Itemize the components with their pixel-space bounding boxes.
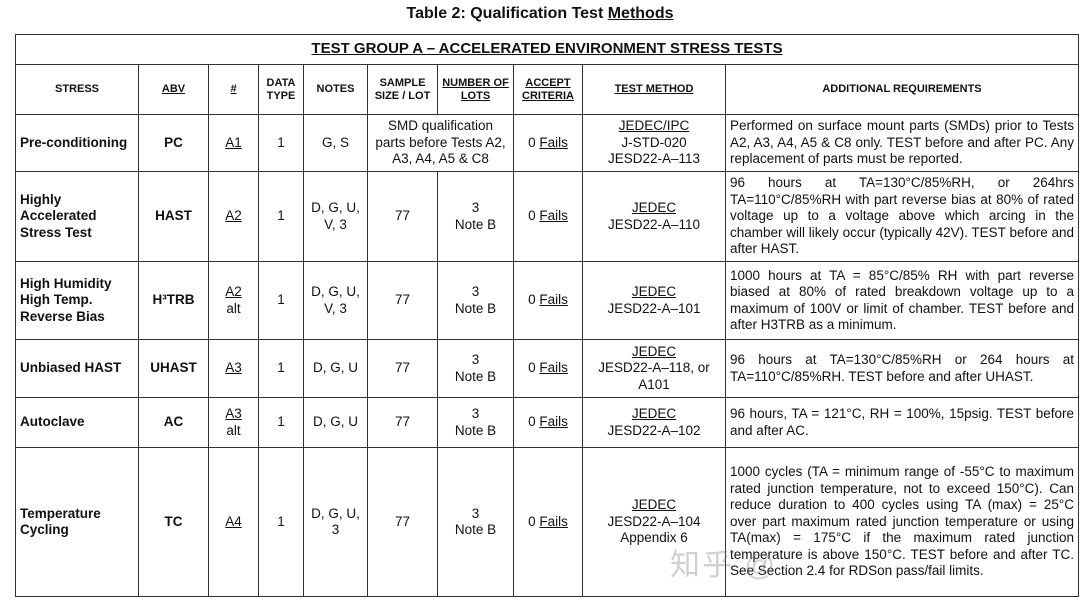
sample-size: 77 — [367, 261, 438, 340]
test-method: JEDEC JESD22-A–118, or A101 — [582, 339, 726, 398]
table-row: Autoclave AC A3 alt 1 D, G, U 77 3 Note B … — [15, 397, 1080, 448]
notes: D, G, U, V, 3 — [303, 261, 368, 340]
data-type: 1 — [258, 397, 304, 448]
header-row: STRESS ABV # DATA TYPE NOTES SAMPLE SIZE… — [15, 64, 1080, 115]
additional-requirements: 96 hours at TA=130°C/85%RH or 264 hours … — [724, 339, 1080, 398]
header-stress: STRESS — [15, 64, 139, 115]
number-of-lots: 3 Note B — [437, 339, 514, 398]
notes: D, G, U, 3 — [303, 447, 368, 597]
data-type: 1 — [258, 447, 304, 597]
abbreviation: HAST — [138, 171, 209, 262]
number-of-lots: 3 Note B — [437, 261, 514, 340]
table-row: Pre-conditioning PC A1 1 G, S SMD qualif… — [15, 114, 1080, 172]
abbreviation: UHAST — [138, 339, 209, 398]
test-number: A2 alt — [208, 261, 259, 340]
test-number: A2 — [208, 171, 259, 262]
stress-name: Unbiased HAST — [15, 339, 139, 398]
test-method: JEDEC JESD22-A–110 — [582, 171, 726, 262]
test-number: A4 — [208, 447, 259, 597]
additional-requirements: Performed on surface mount parts (SMDs) … — [724, 114, 1080, 172]
additional-requirements: 96 hours at TA=130°C/85%RH, or 264hrs TA… — [724, 171, 1080, 262]
sample-size: 77 — [367, 397, 438, 448]
stress-name: Pre-conditioning — [15, 114, 139, 172]
test-method: JEDEC/IPC J-STD-020 JESD22-A–113 — [582, 114, 726, 172]
sample-size: 77 — [367, 339, 438, 398]
additional-requirements: 1000 hours at TA = 85°C/85% RH with part… — [724, 261, 1080, 340]
accept-criteria: 0 Fails — [513, 397, 583, 448]
test-number: A3 — [208, 339, 259, 398]
number-of-lots: 3 Note B — [437, 397, 514, 448]
data-type: 1 — [258, 339, 304, 398]
test-group-title: TEST GROUP A – ACCELERATED ENVIRONMENT S… — [14, 34, 1080, 65]
table-title: Table 2: Qualification Test Methods — [406, 5, 674, 22]
additional-requirements: 96 hours, TA = 121°C, RH = 100%, 15psig.… — [724, 397, 1080, 448]
test-method: JEDEC JESD22-A–101 — [582, 261, 726, 340]
stress-name: Temperature Cycling — [15, 447, 139, 597]
header-notes: NOTES — [303, 64, 368, 115]
qualification-test-table: TEST GROUP A – ACCELERATED ENVIRONMENT S… — [14, 34, 1080, 597]
accept-criteria: 0 Fails — [513, 261, 583, 340]
stress-name: Highly Accelerated Stress Test — [15, 171, 139, 262]
accept-criteria: 0 Fails — [513, 339, 583, 398]
abbreviation: PC — [138, 114, 209, 172]
abbreviation: AC — [138, 397, 209, 448]
stress-name: Autoclave — [15, 397, 139, 448]
accept-criteria: 0 Fails — [513, 114, 583, 172]
accept-criteria: 0 Fails — [513, 447, 583, 597]
test-method: JEDEC JESD22-A–104 Appendix 6 — [582, 447, 726, 597]
number-of-lots: 3 Note B — [437, 447, 514, 597]
test-number: A1 — [208, 114, 259, 172]
table-row: Highly Accelerated Stress Test HAST A2 1… — [15, 171, 1080, 262]
sample-size: 77 — [367, 171, 438, 262]
table-row: Unbiased HAST UHAST A3 1 D, G, U 77 3 Not… — [15, 339, 1080, 398]
stress-name: High Humidity High Temp. Reverse Bias — [15, 261, 139, 340]
notes: D, G, U, V, 3 — [303, 171, 368, 262]
data-type: 1 — [258, 261, 304, 340]
header-number-of-lots: NUMBER OF LOTS — [437, 64, 514, 115]
notes: D, G, U — [303, 339, 368, 398]
abbreviation: TC — [138, 447, 209, 597]
notes: G, S — [303, 114, 368, 172]
header-sample-size: SAMPLE SIZE / LOT — [367, 64, 438, 115]
header-num: # — [208, 64, 259, 115]
accept-criteria: 0 Fails — [513, 171, 583, 262]
test-method: JEDEC JESD22-A–102 — [582, 397, 726, 448]
header-data-type: DATA TYPE — [258, 64, 304, 115]
additional-requirements: 1000 cycles (TA = minimum range of -55°C… — [724, 447, 1080, 597]
table-row: High Humidity High Temp. Reverse Bias H³… — [15, 261, 1080, 340]
header-additional-requirements: ADDITIONAL REQUIREMENTS — [724, 64, 1080, 115]
notes: D, G, U — [303, 397, 368, 448]
header-test-method: TEST METHOD — [582, 64, 726, 115]
abbreviation: H³TRB — [138, 261, 209, 340]
sample-size: SMD qualification parts before Tests A2,… — [367, 114, 514, 172]
data-type: 1 — [258, 171, 304, 262]
header-accept-criteria: ACCEPT CRITERIA — [513, 64, 583, 115]
number-of-lots: 3 Note B — [437, 171, 514, 262]
header-abv: ABV — [138, 64, 209, 115]
data-type: 1 — [258, 114, 304, 172]
sample-size: 77 — [367, 447, 438, 597]
table-row: Temperature Cycling TC A4 1 D, G, U, 3 7… — [15, 447, 1080, 597]
test-number: A3 alt — [208, 397, 259, 448]
